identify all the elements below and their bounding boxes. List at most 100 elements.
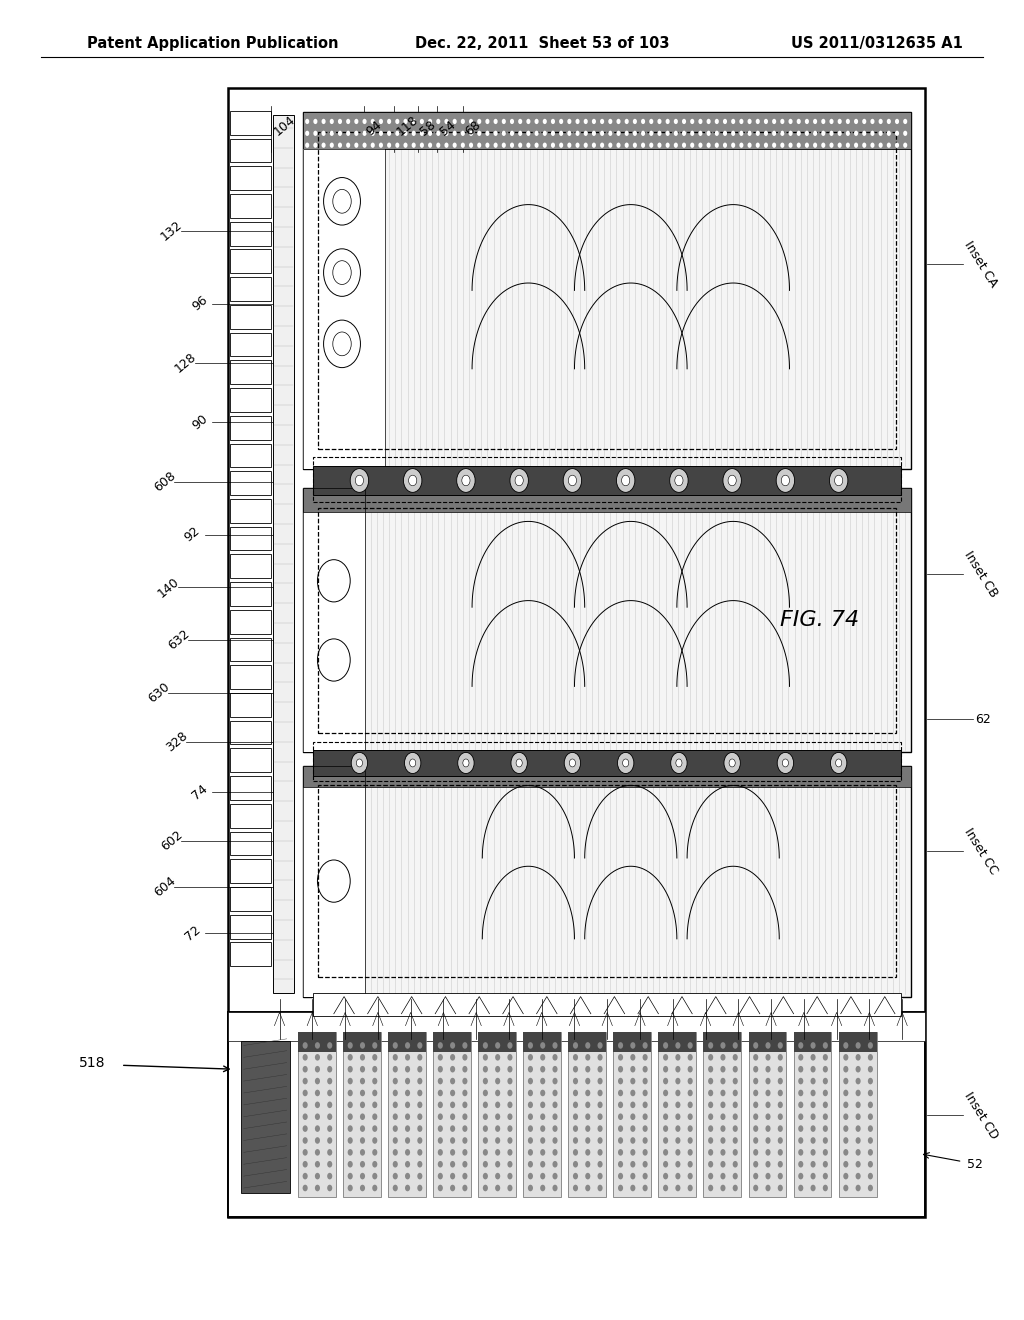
Circle shape [395, 131, 399, 136]
Circle shape [643, 1090, 647, 1096]
Circle shape [778, 1043, 782, 1048]
Circle shape [438, 1101, 443, 1109]
Circle shape [821, 131, 825, 136]
Bar [230, 665, 271, 689]
Text: 328: 328 [164, 729, 190, 755]
Circle shape [328, 1148, 333, 1156]
Text: 72: 72 [182, 923, 203, 944]
Circle shape [348, 1101, 352, 1109]
Text: 52: 52 [967, 1158, 983, 1171]
Circle shape [303, 1148, 308, 1156]
Circle shape [854, 119, 858, 124]
Circle shape [510, 131, 514, 136]
Circle shape [463, 1185, 468, 1191]
Circle shape [510, 119, 514, 124]
Bar [230, 249, 271, 273]
Bar [343, 1032, 381, 1197]
Bar [230, 111, 271, 135]
Circle shape [526, 131, 530, 136]
Circle shape [733, 1162, 737, 1167]
Circle shape [463, 1053, 468, 1061]
Circle shape [731, 143, 735, 148]
Circle shape [823, 1090, 827, 1096]
Circle shape [862, 143, 866, 148]
Circle shape [856, 1162, 860, 1167]
Circle shape [453, 119, 457, 124]
Circle shape [739, 131, 743, 136]
Circle shape [764, 119, 768, 124]
Circle shape [328, 1114, 333, 1119]
Text: 602: 602 [159, 828, 185, 854]
Circle shape [676, 1172, 680, 1180]
Circle shape [463, 1101, 468, 1109]
Circle shape [451, 1114, 456, 1119]
Circle shape [453, 131, 457, 136]
Text: Inset CB: Inset CB [962, 549, 1000, 599]
Circle shape [772, 143, 776, 148]
Circle shape [438, 1077, 443, 1085]
Circle shape [360, 1162, 366, 1167]
Circle shape [823, 1125, 827, 1131]
Bar [658, 1032, 696, 1052]
Bar [794, 1032, 831, 1052]
Circle shape [630, 1101, 635, 1109]
Circle shape [675, 475, 683, 486]
Bar [298, 1032, 336, 1197]
Circle shape [903, 143, 907, 148]
Circle shape [799, 1137, 803, 1143]
Circle shape [813, 119, 817, 124]
Circle shape [528, 1148, 532, 1156]
Circle shape [496, 1043, 501, 1048]
Circle shape [526, 143, 530, 148]
Circle shape [733, 1067, 737, 1072]
Circle shape [868, 1172, 872, 1180]
Circle shape [780, 131, 784, 136]
Circle shape [573, 1148, 578, 1156]
Circle shape [625, 119, 629, 124]
Circle shape [670, 469, 688, 492]
Circle shape [438, 1067, 443, 1072]
Circle shape [496, 1053, 501, 1061]
Circle shape [630, 1043, 635, 1048]
Circle shape [303, 1114, 308, 1119]
Circle shape [418, 1162, 423, 1167]
Circle shape [586, 1172, 590, 1180]
Circle shape [528, 1114, 532, 1119]
Circle shape [303, 1053, 308, 1061]
Circle shape [739, 119, 743, 124]
Circle shape [797, 119, 801, 124]
Circle shape [428, 131, 432, 136]
Circle shape [664, 1067, 668, 1072]
Circle shape [756, 131, 760, 136]
Circle shape [373, 1137, 378, 1143]
Circle shape [690, 119, 694, 124]
Circle shape [835, 475, 843, 486]
Circle shape [496, 1077, 501, 1085]
Circle shape [766, 1067, 770, 1072]
Circle shape [625, 143, 629, 148]
Circle shape [823, 1172, 827, 1180]
Circle shape [451, 1067, 456, 1072]
Text: 54: 54 [437, 119, 458, 139]
Circle shape [567, 119, 571, 124]
Circle shape [733, 1148, 737, 1156]
Circle shape [598, 1067, 602, 1072]
Circle shape [355, 475, 364, 486]
Circle shape [823, 1114, 827, 1119]
Circle shape [676, 1148, 680, 1156]
Circle shape [406, 1185, 411, 1191]
Circle shape [709, 1114, 713, 1119]
Bar [230, 527, 271, 550]
Bar [703, 1032, 741, 1052]
Bar [230, 305, 271, 329]
Circle shape [438, 1114, 443, 1119]
Circle shape [322, 119, 326, 124]
Circle shape [483, 1101, 488, 1109]
Circle shape [328, 1053, 333, 1061]
Circle shape [463, 1077, 468, 1085]
Circle shape [676, 1185, 680, 1191]
Circle shape [438, 1125, 443, 1131]
Circle shape [373, 1114, 378, 1119]
Circle shape [406, 1043, 411, 1048]
Circle shape [535, 143, 539, 148]
